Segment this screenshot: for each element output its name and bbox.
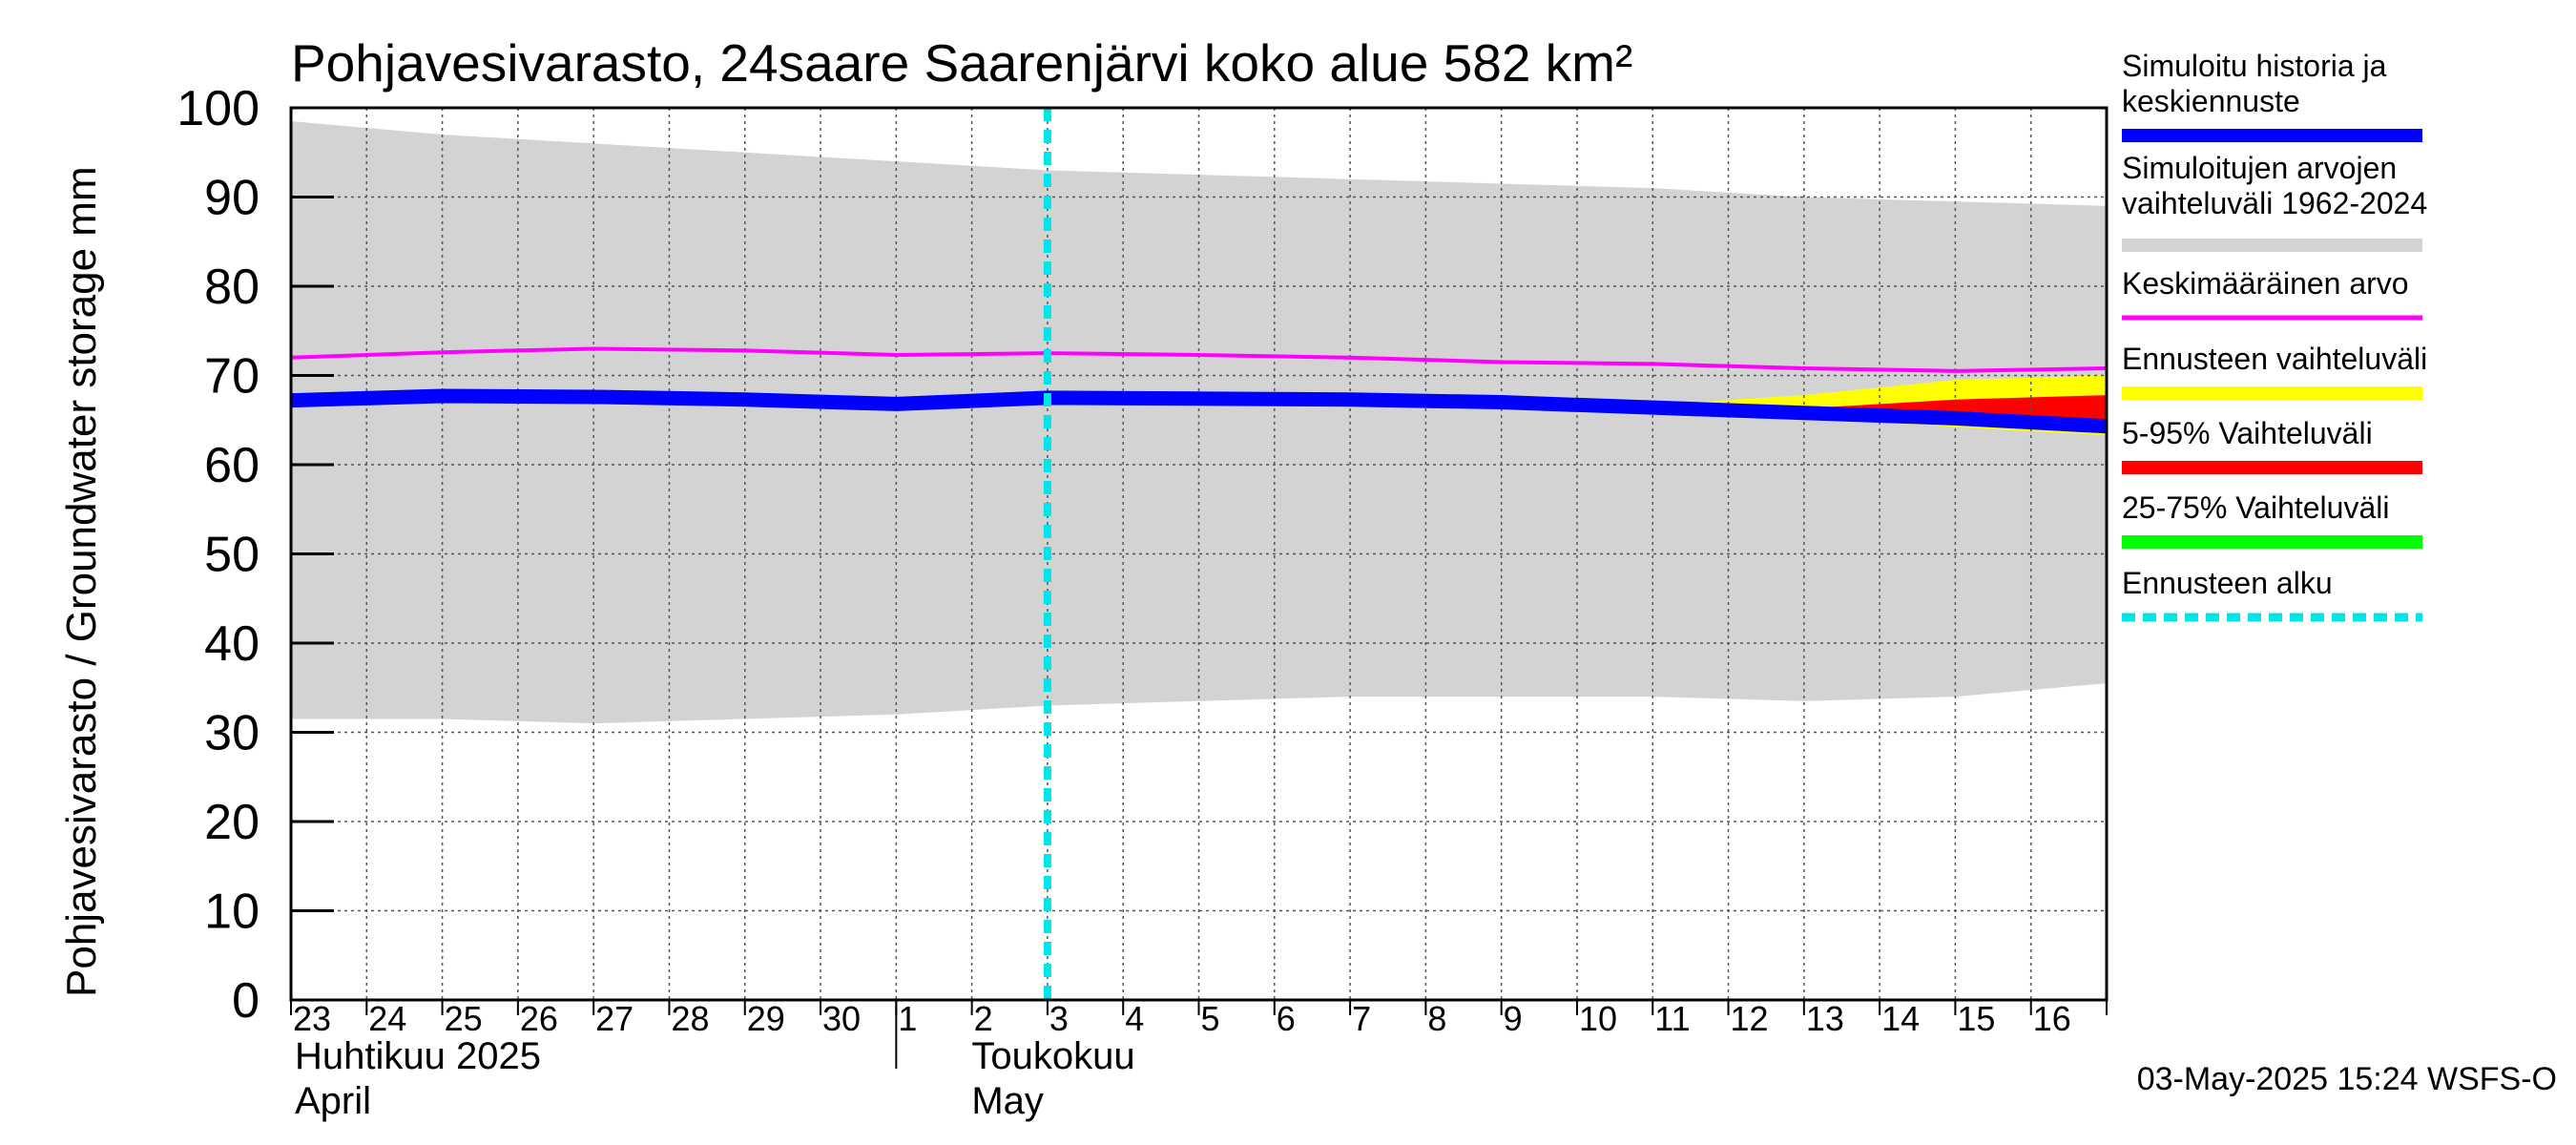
legend-label: 25-75% Vaihteluväli: [2122, 490, 2389, 525]
legend-label: Ennusteen alku: [2122, 566, 2333, 600]
x-tick-label: 23: [293, 999, 331, 1038]
legend-label: 5-95% Vaihteluväli: [2122, 416, 2373, 450]
x-tick-label: 28: [671, 999, 709, 1038]
legend-label-line: Simuloitujen arvojen: [2122, 151, 2397, 185]
y-tick-label: 50: [204, 528, 260, 583]
x-tick-label: 6: [1277, 999, 1296, 1038]
x-tick-label: 4: [1125, 999, 1144, 1038]
y-tick-label: 100: [177, 81, 260, 136]
x-tick-label: 7: [1352, 999, 1371, 1038]
month-label-english: April: [295, 1080, 371, 1122]
legend-label-line: vaihteluväli 1962-2024: [2122, 186, 2427, 220]
x-tick-label: 10: [1579, 999, 1617, 1038]
month-label: Toukokuu: [971, 1035, 1134, 1077]
x-tick-label: 24: [368, 999, 406, 1038]
y-tick-label: 0: [232, 973, 260, 1029]
x-tick-label: 27: [595, 999, 634, 1038]
legend-label-line: Simuloitu historia ja: [2122, 49, 2387, 83]
x-tick-label: 30: [822, 999, 861, 1038]
y-axis-label: Pohjavesivarasto / Groundwater storage m…: [58, 166, 105, 997]
x-tick-label: 14: [1881, 999, 1920, 1038]
footer-timestamp: 03-May-2025 15:24 WSFS-O: [2137, 1061, 2557, 1097]
legend-label: Keskimääräinen arvo: [2122, 266, 2409, 301]
x-tick-label: 5: [1201, 999, 1220, 1038]
mean-line: [290, 346, 2108, 373]
x-tick-label: 16: [2033, 999, 2071, 1038]
y-tick-label: 40: [204, 616, 260, 672]
month-label: Huhtikuu 2025: [295, 1035, 541, 1077]
x-tick-label: 25: [445, 999, 483, 1038]
x-tick-label: 29: [747, 999, 785, 1038]
x-tick-label: 13: [1806, 999, 1844, 1038]
y-tick-label: 30: [204, 706, 260, 761]
x-tick-label: 1: [898, 999, 917, 1038]
y-tick-label: 80: [204, 260, 260, 315]
y-tick-label: 90: [204, 171, 260, 226]
x-tick-label: 15: [1957, 999, 1995, 1038]
y-tick-label: 10: [204, 885, 260, 940]
y-tick-label: 20: [204, 795, 260, 850]
legend-label: Ennusteen vaihteluväli: [2122, 342, 2427, 376]
y-tick-label: 70: [204, 349, 260, 405]
history-forecast-line: [290, 388, 2108, 434]
x-tick-label: 8: [1427, 999, 1446, 1038]
x-tick-label: 9: [1504, 999, 1523, 1038]
y-tick-label: 60: [204, 438, 260, 493]
month-label-english: May: [971, 1080, 1044, 1122]
legend-label: Simuloitu historia ja keskiennuste: [2122, 49, 2387, 118]
x-tick-label: 26: [520, 999, 558, 1038]
legend-label-line: keskiennuste: [2122, 84, 2300, 118]
legend-label: Simuloitujen arvojen vaihteluväli 1962-20…: [2122, 151, 2427, 220]
x-tick-label: 12: [1731, 999, 1769, 1038]
chart-title: Pohjavesivarasto, 24saare Saarenjärvi ko…: [291, 33, 1632, 93]
x-tick-label: 3: [1049, 999, 1069, 1038]
x-tick-label: 11: [1654, 999, 1690, 1038]
x-tick-label: 2: [974, 999, 993, 1038]
